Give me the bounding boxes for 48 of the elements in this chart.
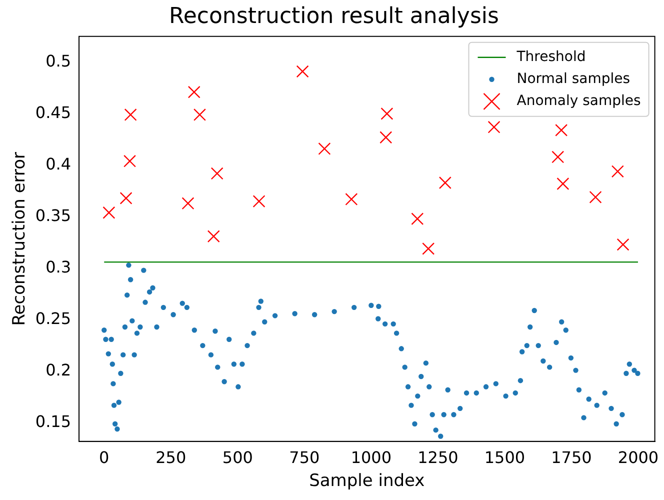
point [411,212,424,226]
y-tick-label: 0.45 [35,102,72,122]
point [182,197,194,210]
y-tick-label: 0.3 [46,257,72,276]
legend-label: Anomaly samples [516,93,641,110]
y-tick-label: 0.5 [46,51,72,70]
point [555,124,568,136]
point [193,108,206,121]
y-tick-label: 0.2 [46,360,72,380]
point [380,131,392,144]
y-tick-label: 0.4 [46,154,72,174]
point [589,190,602,204]
point [345,192,358,206]
point [124,108,137,121]
x-tick-label: 1750 [551,448,592,468]
point [616,238,630,251]
point [438,176,452,189]
point [318,142,331,155]
x-tick-label: 250 [156,448,186,468]
y-tick-label: 0.25 [35,308,72,328]
point [210,167,224,180]
point [188,86,200,98]
point [296,65,309,78]
point [207,230,220,243]
point [422,242,435,255]
chart-title: Reconstruction result analysis [169,4,499,29]
point [488,120,500,134]
point [120,192,132,204]
point [252,195,266,208]
point [556,178,570,190]
x-tick-label: 0 [99,448,110,468]
y-axis-title: Reconstruction error [10,152,30,326]
point [552,150,564,164]
legend-label: Normal samples [516,71,630,88]
point [380,107,394,120]
x-tick-label: 500 [222,448,253,468]
point [611,165,624,178]
legend-label: Threshold [516,49,586,66]
x-tick-label: 750 [289,448,320,468]
point [124,154,136,168]
y-tick-label: 0.35 [35,206,72,225]
y-tick-label: 0.15 [35,412,72,432]
x-tick-label: 1500 [484,448,526,468]
point [102,206,116,219]
x-axis-title: Sample index [309,471,425,492]
x-tick-label: 1250 [418,448,458,468]
x-tick-label: 2000 [618,448,659,468]
x-tick-label: 1000 [350,448,392,468]
